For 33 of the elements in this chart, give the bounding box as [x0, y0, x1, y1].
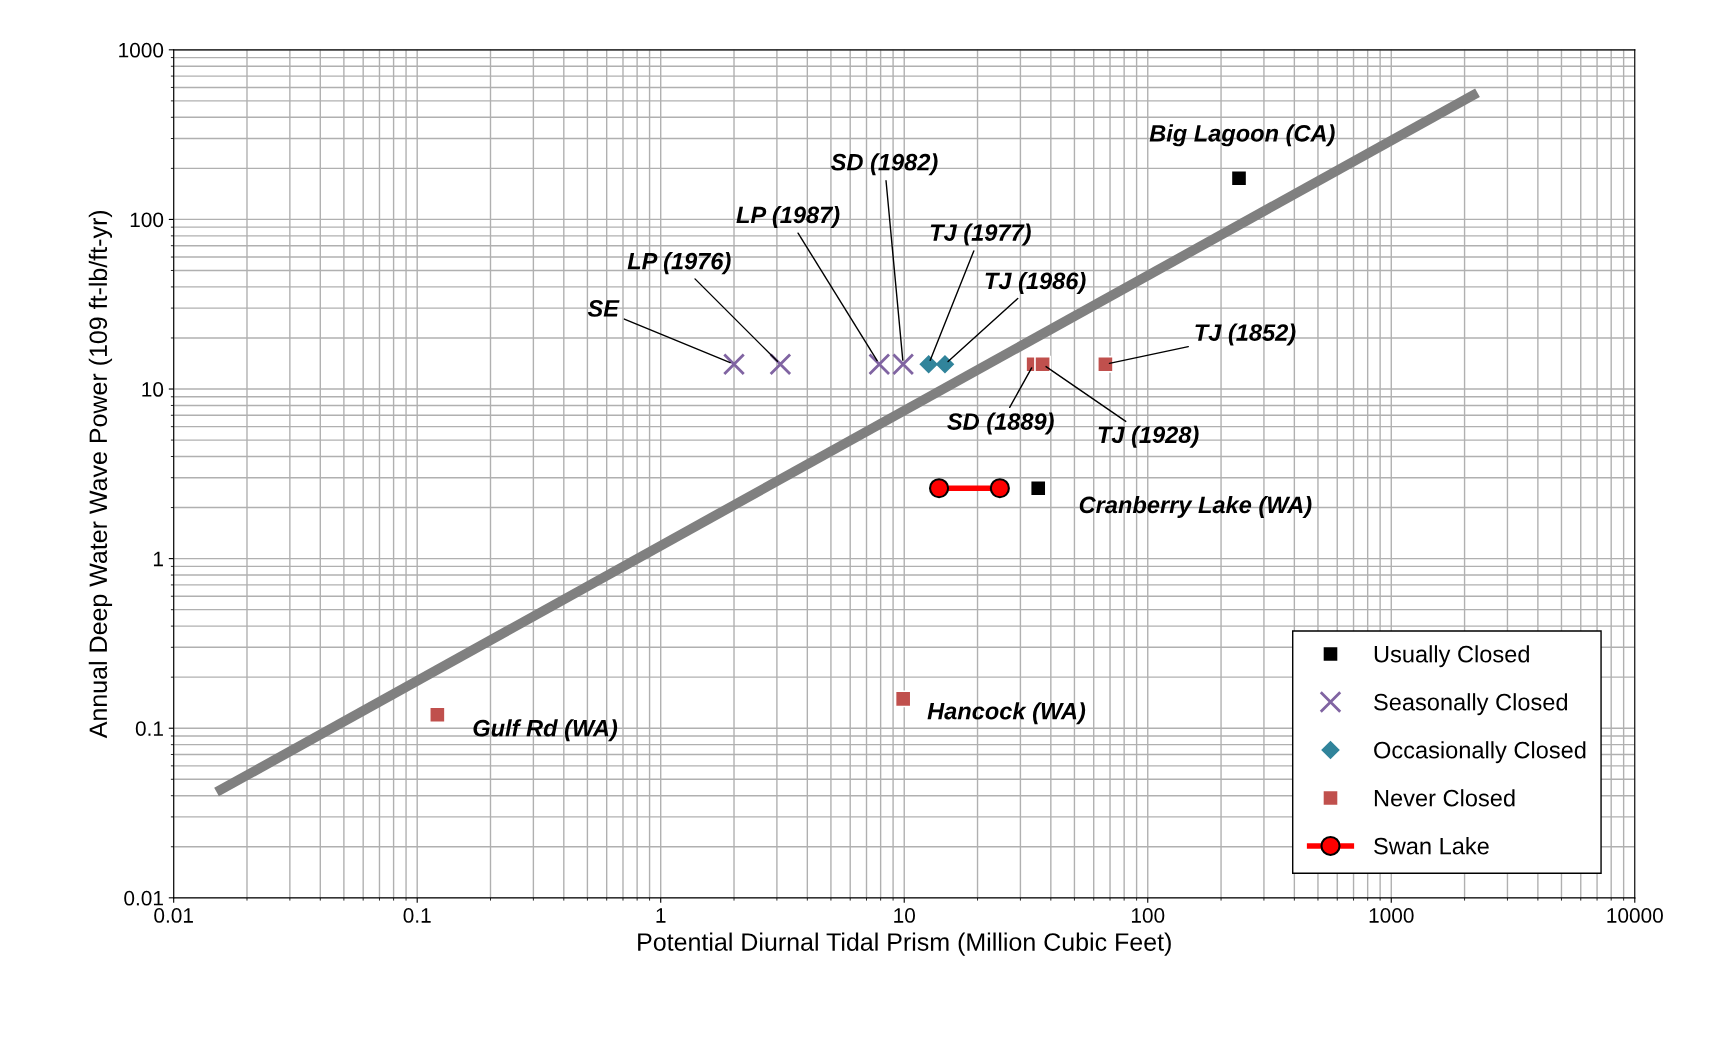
annotation: SD (1889) [947, 412, 1054, 435]
x-tick-label: 1 [656, 908, 666, 923]
y-axis-title: Annual Deep Water Wave Power (109 ft-lb/ft-yr) [88, 210, 113, 739]
y-tick-label: 0.1 [135, 721, 163, 736]
annotation: SE [587, 300, 620, 317]
y-tick-label: 100 [130, 212, 164, 228]
annotation: Gulf Rd (WA) [473, 719, 618, 742]
y-tick-label: 0.01 [124, 890, 163, 906]
x-tick-label: 1000 [1369, 908, 1414, 923]
annotation: TJ (1977) [930, 223, 1031, 246]
legend-label: Swan Lake [1374, 837, 1489, 855]
annotation: LP (1976) [627, 252, 731, 275]
annotation: Big Lagoon (CA) [1149, 124, 1335, 147]
x-axis-title: Potential Diurnal Tidal Prism (Million Cubic Feet) [638, 932, 1171, 956]
legend-label: Seasonally Closed [1374, 693, 1568, 716]
y-tick-label: 1000 [119, 42, 164, 58]
x-tick-label: 10 [894, 908, 915, 923]
annotation: TJ (1852) [1195, 323, 1296, 346]
legend-label: Never Closed [1374, 789, 1515, 807]
x-tick-label: 0.1 [403, 908, 431, 923]
annotation: TJ (1986) [985, 271, 1086, 294]
annotation: SD (1982) [830, 153, 938, 176]
x-tick-label: 0.01 [154, 908, 193, 923]
x-tick-label: 100 [1131, 908, 1165, 923]
legend-label: Usually Closed [1374, 645, 1529, 668]
annotation: Cranberry Lake (WA) [1079, 495, 1312, 518]
x-tick-label: 10000 [1607, 908, 1663, 923]
annotation: LP (1987) [736, 205, 840, 228]
annotation: Hancock (WA) [927, 702, 1086, 725]
legend-label: Occasionally Closed [1374, 741, 1586, 764]
y-tick-label: 1 [153, 551, 163, 567]
y-tick-label: 10 [142, 382, 164, 397]
annotation: TJ (1928) [1098, 425, 1199, 448]
